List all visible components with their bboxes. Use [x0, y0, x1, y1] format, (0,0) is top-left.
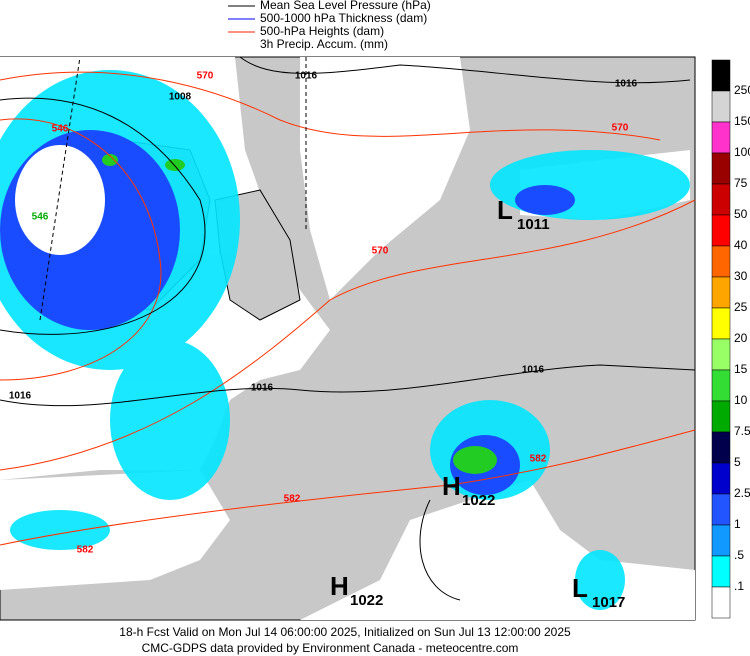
precip-area	[10, 510, 110, 550]
map: 570 1016 1008 1016 546 570 546 570 1016 1016 1016 5…	[0, 56, 696, 621]
precip-heavy	[102, 154, 497, 474]
precip-area	[102, 154, 118, 166]
colorbar-box	[711, 524, 731, 557]
legend-label: 500-hPa Heights (dam)	[260, 24, 384, 38]
colorbar-label: 5	[734, 455, 741, 469]
contour	[0, 71, 661, 141]
pressure-center-value: 1017	[592, 594, 625, 611]
colorbar-label: 1	[734, 517, 741, 531]
footer-line: CMC-GDPS data provided by Environment Ca…	[142, 641, 519, 655]
pressure-center-value: 1022	[462, 492, 495, 509]
contour	[0, 118, 162, 381]
colorbar-box	[711, 369, 731, 402]
colorbar-box	[711, 121, 731, 154]
colorbar-box	[711, 245, 731, 278]
pressure-center-letter: H	[442, 471, 461, 501]
colorbar-label: 30	[734, 269, 748, 283]
colorbar-box	[711, 586, 731, 619]
colorbar-box	[711, 214, 731, 247]
colorbar-box	[711, 493, 731, 526]
contour-label: 570	[372, 246, 389, 257]
height-contours	[0, 71, 696, 546]
colorbar-label: .1	[734, 579, 744, 593]
colorbar-label: 75	[734, 176, 748, 190]
contour-label: 1016	[9, 391, 32, 402]
contour-label: 582	[284, 494, 301, 505]
colorbar-box	[711, 59, 731, 92]
legend-label: 3h Precip. Accum. (mm)	[260, 37, 388, 51]
contour	[0, 199, 696, 471]
precip-area	[490, 150, 690, 220]
legend-label: 500-1000 hPa Thickness (dam)	[260, 11, 427, 25]
colorbar-box	[711, 307, 731, 340]
colorbar-box	[711, 338, 731, 371]
precip-area	[165, 159, 185, 171]
colorbar-label: 15	[734, 362, 748, 376]
colorbar-label: 2.5	[734, 486, 750, 500]
pressure-center-letter: L	[497, 195, 513, 225]
colorbar-label: 7.5	[734, 424, 750, 438]
colorbar-box	[711, 462, 731, 495]
colorbar-label: 250	[734, 83, 750, 97]
dry-area	[15, 145, 105, 255]
contour-label: 1008	[169, 92, 192, 103]
colorbar-label: 25	[734, 300, 748, 314]
footer-line: 18-h Fcst Valid on Mon Jul 14 06:00:00 2…	[119, 625, 571, 639]
contour-label: 570	[197, 71, 214, 82]
colorbar-box	[711, 152, 731, 185]
pressure-center-value: 1022	[350, 592, 383, 609]
pressure-center-letter: L	[572, 573, 588, 603]
colorbar-label: 150	[734, 114, 750, 128]
pressure-center-value: 1011	[517, 216, 550, 233]
contour	[0, 97, 206, 335]
contour-label: 570	[612, 123, 629, 134]
legend: Mean Sea Level Pressure (hPa)500-1000 hP…	[228, 0, 431, 51]
colorbar-label: 100	[734, 145, 750, 159]
colorbar-label: 10	[734, 393, 748, 407]
precip-area	[453, 446, 497, 474]
colorbar-label: .5	[734, 548, 744, 562]
biscay	[0, 470, 230, 590]
contour	[0, 429, 696, 546]
colorbar-box	[711, 555, 731, 588]
colorbar-box	[711, 431, 731, 464]
contour-label: 546	[52, 124, 69, 135]
pressure-contours	[0, 56, 696, 601]
precip-area	[575, 550, 625, 610]
colorbar-box	[711, 90, 731, 123]
precip-area	[515, 185, 575, 215]
contour	[239, 56, 691, 84]
contour-label: 582	[530, 454, 547, 465]
precip-area	[110, 340, 230, 500]
contour-label: 546	[32, 212, 49, 223]
contour	[419, 499, 461, 601]
contour-label: 1016	[522, 365, 545, 376]
contour	[0, 364, 696, 407]
contour-label: 1016	[295, 71, 318, 82]
map-labels: 570 1016 1008 1016 546 570 546 570 1016 1016 1016 5…	[9, 71, 638, 611]
colorbar-box	[711, 183, 731, 216]
north-sea	[300, 57, 470, 300]
colorbar-box	[711, 276, 731, 309]
pressure-center-letter: H	[330, 571, 349, 601]
colorbar-box	[711, 400, 731, 433]
boundary	[39, 56, 307, 321]
colorbar-label: 20	[734, 331, 748, 345]
precip-gap	[15, 145, 105, 255]
contour-label: 1016	[615, 79, 638, 90]
contour-label: 582	[77, 545, 94, 556]
contour-label: 1016	[251, 383, 274, 394]
colorbar-label: 50	[734, 207, 748, 221]
colorbar-label: 40	[734, 238, 748, 252]
colorbar: 250 150 100 75 50 40 30 25 20 15 10 7.5 5 2.5 1 .5 .1	[711, 59, 750, 619]
legend-label: Mean Sea Level Pressure (hPa)	[260, 0, 431, 12]
